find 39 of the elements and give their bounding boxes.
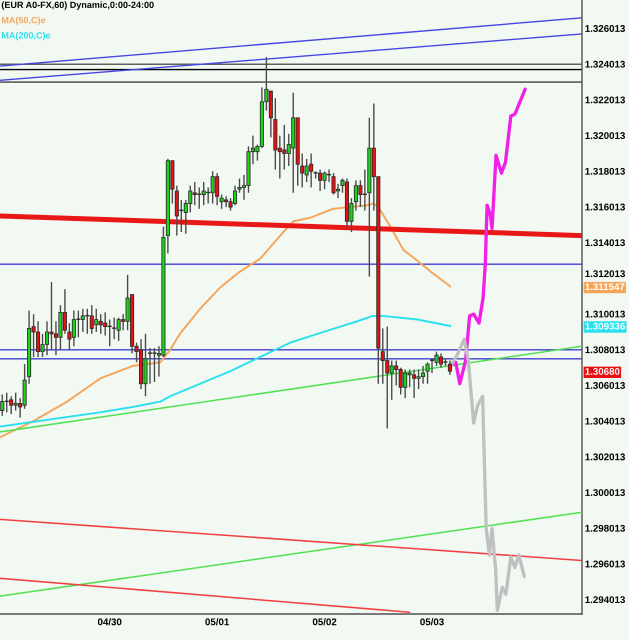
candlestick: [300, 152, 304, 188]
candlestick: [49, 281, 54, 351]
x-tick-label: 05/02: [312, 618, 336, 626]
y-tick-label: 1.312013: [585, 270, 625, 278]
y-tick-label: 1.324013: [585, 60, 625, 68]
y-tick-label: 1.302013: [585, 453, 625, 460]
candlestick: [448, 360, 452, 376]
y-tick-label: 1.294013: [585, 596, 625, 604]
candlestick: [237, 178, 242, 194]
y-tick-label: 1.306013: [585, 382, 625, 389]
y-tick-label: 1.308013: [585, 346, 625, 354]
y-tick-label: 1.320013: [585, 132, 625, 140]
y-tick-label: 1.304013: [585, 418, 625, 425]
x-tick-label: 05/01: [205, 618, 230, 626]
text: MA(50,C)e: [2, 16, 46, 26]
candlestick: [426, 362, 430, 384]
x-tick-label: 04/30: [98, 618, 122, 626]
y-tick-label: 1.30680: [585, 368, 620, 375]
chart-title: (EUR A0-FX,60) Dynamic,0:00-24:00: [2, 1, 154, 10]
y-tick-label: 1.310013: [585, 310, 625, 318]
candlestick: [430, 358, 434, 374]
y-tick-label: 1.326013: [585, 25, 625, 32]
candlestick: [44, 320, 50, 356]
y-tick-label: 1.322013: [585, 96, 625, 104]
y-tick-label: 1.314013: [585, 239, 625, 246]
y-tick-label: 1.309336: [585, 322, 625, 330]
candlestick: [434, 350, 439, 367]
y-tick-label: 1.296013: [585, 560, 625, 568]
candlestick: [438, 352, 444, 368]
y-tick-label: 1.298013: [585, 524, 625, 532]
candlestick: [148, 347, 152, 384]
text: MA(200,C)e: [2, 32, 50, 40]
y-tick-label: 1.300013: [585, 489, 625, 496]
candlestick: [0, 394, 4, 417]
x-tick-label: 05/03: [420, 618, 444, 626]
y-tick-label: 1.318013: [585, 168, 625, 175]
candlestick: [332, 172, 336, 196]
y-tick-label: 1.316013: [585, 204, 625, 210]
y-tick-label: 1.311547: [585, 283, 624, 290]
